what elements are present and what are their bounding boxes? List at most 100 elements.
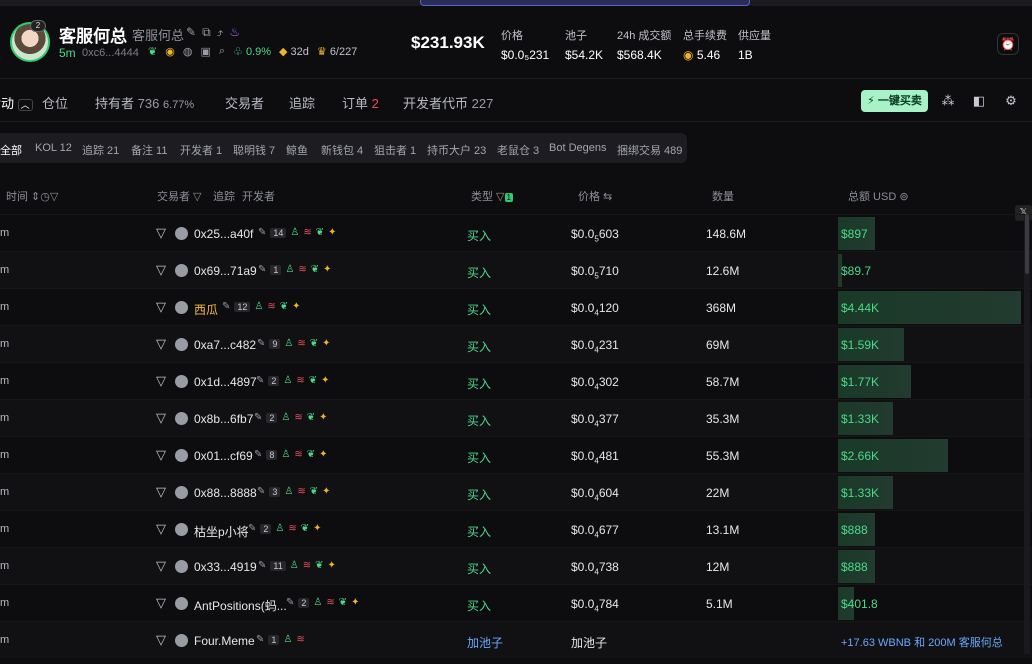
filter-icon[interactable]: ▽ [156, 484, 166, 499]
tab-positions[interactable]: 仓位 [42, 96, 69, 111]
trade-qty: 12M [706, 560, 730, 574]
table-row[interactable]: m ▽ Four.Meme ✎ 1 ♙ ≋ 加池子 加池子 +17.63 WBNB 和 200M … [0, 621, 1032, 658]
edit-icon[interactable]: ✎ [258, 227, 267, 238]
col-track[interactable]: 追踪 [213, 191, 235, 203]
tab-holders[interactable]: 持有者 736 6.77% [95, 96, 195, 111]
quick-trade-button[interactable]: ⚡ 一键买卖 [861, 90, 928, 112]
edit-icon[interactable]: ✎ [257, 486, 266, 497]
trader-name[interactable]: 0x8b...6fb7 [194, 412, 254, 426]
chip-notes[interactable]: 备注 11 [131, 145, 168, 157]
chip-top-holders[interactable]: 持币大户 23 [427, 145, 487, 157]
trader-name[interactable]: 0x25...a40f [194, 227, 254, 241]
chip-all[interactable]: 全部 [0, 145, 22, 157]
edit-icon[interactable]: ✎ [256, 634, 265, 645]
filter-icon[interactable]: ▽ [156, 299, 166, 314]
alarm-icon[interactable]: ⏰ [997, 33, 1019, 55]
fire-icon[interactable]: ♨ [229, 25, 247, 39]
table-row[interactable]: m ▽ 0x8b...6fb7 ✎ 2 ♙ ≋ ❦ ✦ 买入 $0.04377 35.3M $1.33K [0, 399, 1032, 436]
copy-icon[interactable]: ⧉ [202, 25, 217, 39]
tag-count: 2 [266, 412, 278, 423]
layout-icon[interactable]: ◧ [972, 93, 986, 108]
trader-name[interactable]: 0x01...cf69 [194, 449, 253, 463]
tab-traders[interactable]: 交易者 [225, 96, 265, 111]
contract-address[interactable]: 0xc6...4444 [82, 47, 139, 59]
edit-icon[interactable]: ✎ [286, 597, 295, 608]
tab-tracking[interactable]: 追踪 [289, 96, 316, 111]
trader-name[interactable]: 0xa7...c482 [194, 338, 257, 352]
col-type[interactable]: 类型 ▽ 1 [471, 191, 513, 203]
total-bar [838, 254, 842, 287]
edit-icon[interactable]: ✎ [254, 412, 263, 423]
filter-icon[interactable]: ▽ [156, 262, 166, 277]
table-row[interactable]: m ▽ 0x01...cf69 ✎ 8 ♙ ≋ ❦ ✦ 买入 $0.04481 55.3M $2.66K [0, 436, 1032, 473]
table-row[interactable]: m ▽ 0x25...a40f ✎ 14 ♙ ≋ ❦ ✦ 买入 $0.05603 148.6M $897 [0, 214, 1032, 251]
leaf-icon: ❦ [310, 264, 320, 275]
settings-icon[interactable]: ⚙ [1005, 93, 1017, 108]
filter-icon[interactable]: ▽ [156, 373, 166, 388]
trader-name[interactable]: AntPositions(蚂... [194, 599, 287, 613]
share-icon[interactable]: ⤴ [216, 25, 230, 39]
user-icon: ♙ [275, 523, 285, 534]
col-dev[interactable]: 开发者 [242, 191, 275, 203]
tag-count: 3 [269, 486, 281, 497]
table-row[interactable]: m ▽ AntPositions(蚂... ✎ 2 ♙ ≋ ❦ ✦ 买入 $0.04784 5.1M $… [0, 584, 1032, 621]
tab-dev-tokens[interactable]: 开发者代币 227 [403, 96, 494, 111]
stat-pool: 池子 $54.2K [565, 30, 604, 62]
bubble-icon[interactable]: ⁂ [941, 93, 955, 108]
edit-icon[interactable]: ✎ [186, 25, 203, 39]
ticker-highlight[interactable] [420, 0, 750, 6]
filter-icon[interactable]: ▽ [156, 632, 166, 647]
col-time[interactable]: 时间 ⇕◷▽ [6, 191, 59, 203]
chip-dev[interactable]: 开发者 1 [180, 145, 223, 157]
table-row[interactable]: m ▽ 0x69...71a9 ✎ 1 ♙ ≋ ❦ ✦ 买入 $0.05710 12.6M $89.7 [0, 251, 1032, 288]
table-row[interactable]: m ▽ 西瓜 ✎ 12 ♙ ≋ ❦ ✦ 买入 $0.04120 368M $4.44K [0, 288, 1032, 325]
col-price[interactable]: 价格 ⇆ [578, 191, 613, 203]
edit-icon[interactable]: ✎ [258, 264, 267, 275]
filter-icon[interactable]: ▽ [156, 225, 166, 240]
chip-new-wallet[interactable]: 新钱包 4 [321, 145, 364, 157]
chevron-up-icon[interactable]: ︿ [17, 99, 33, 111]
coin-icon[interactable]: ◉ [165, 46, 175, 58]
table-row[interactable]: m ▽ 枯坐p小将 ✎ 2 ♙ ≋ ❦ ✦ 买入 $0.04677 13.1M $888 [0, 510, 1032, 547]
scrollbar[interactable] [1024, 214, 1030, 654]
filter-icon[interactable]: ▽ [156, 410, 166, 425]
chip-insiders[interactable]: 老鼠仓 3 [497, 145, 540, 157]
chip-bundle[interactable]: 捆绑交易 489 [617, 145, 683, 157]
col-total[interactable]: 总额 USD ⊚ [848, 191, 909, 203]
edit-icon[interactable]: ✎ [254, 449, 263, 460]
table-row[interactable]: m ▽ 0x1d...4897 ✎ 2 ♙ ≋ ❦ ✦ 买入 $0.04302 58.7M $1.77K [0, 362, 1032, 399]
table-row[interactable]: m ▽ 0x88...8888 ✎ 3 ♙ ≋ ❦ ✦ 买入 $0.04604 22M $1.33K [0, 473, 1032, 510]
chip-whale[interactable]: 鲸鱼 [286, 145, 308, 157]
edit-icon[interactable]: ✎ [258, 560, 267, 571]
trader-name[interactable]: 0x1d...4897 [194, 375, 257, 389]
filter-icon[interactable]: ▽ [156, 595, 166, 610]
trader-name[interactable]: 0x88...8888 [194, 486, 257, 500]
chart-icon[interactable]: ▣ [200, 46, 211, 58]
table-row[interactable]: m ▽ 0xa7...c482 ✎ 9 ♙ ≋ ❦ ✦ 买入 $0.04231 69M $1.59K [0, 325, 1032, 362]
leaf-icon[interactable]: ❦ [148, 46, 158, 58]
trader-name[interactable]: 枯坐p小将 [194, 525, 249, 539]
trader-name[interactable]: 0x69...71a9 [194, 264, 257, 278]
filter-icon[interactable]: ▽ [156, 447, 166, 462]
table-row[interactable]: m ▽ 0x33...4919 ✎ 11 ♙ ≋ ❦ ✦ 买入 $0.04738 12M $888 [0, 547, 1032, 584]
chip-sniper[interactable]: 狙击者 1 [374, 145, 417, 157]
social-icon[interactable]: ◍ [182, 46, 193, 58]
filter-icon[interactable]: ▽ [156, 521, 166, 536]
edit-icon[interactable]: ✎ [256, 375, 265, 386]
chip-smart-money[interactable]: 聪明钱 7 [233, 145, 276, 157]
col-trader[interactable]: 交易者 ▽ [157, 191, 202, 203]
trader-name[interactable]: Four.Meme [194, 634, 255, 648]
edit-icon[interactable]: ✎ [222, 301, 231, 312]
chip-tracked[interactable]: 追踪 21 [82, 145, 120, 157]
tab-activity[interactable]: 活动 ︿ [0, 93, 33, 112]
tab-orders[interactable]: 订单 2 [342, 96, 379, 111]
edit-icon[interactable]: ✎ [248, 523, 257, 534]
filter-icon[interactable]: ▽ [156, 558, 166, 573]
chip-kol[interactable]: KOL 12 [35, 142, 72, 154]
filter-icon[interactable]: ▽ [156, 336, 166, 351]
search-icon[interactable]: ⌕ [218, 45, 226, 57]
chip-bot-degens[interactable]: Bot Degens [549, 142, 607, 154]
edit-icon[interactable]: ✎ [257, 338, 266, 349]
trader-name[interactable]: 0x33...4919 [194, 560, 257, 574]
trader-name[interactable]: 西瓜 [194, 303, 219, 317]
